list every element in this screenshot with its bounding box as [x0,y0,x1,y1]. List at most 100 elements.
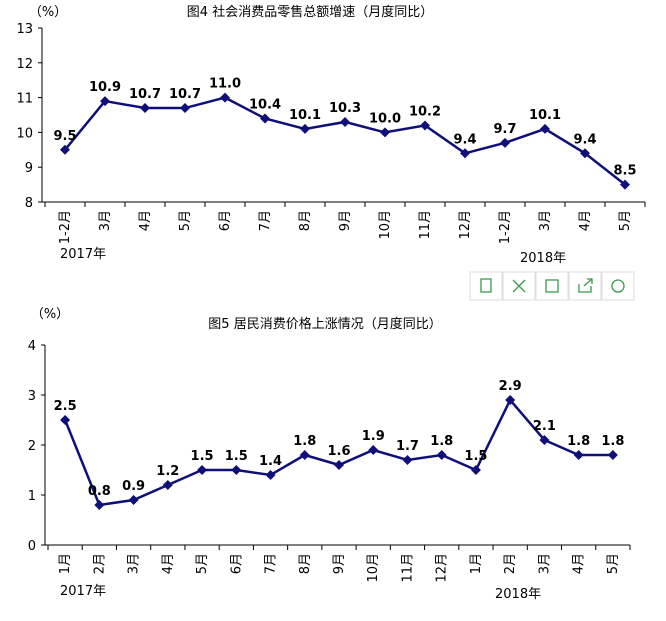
value-label: 0.9 [122,479,145,494]
value-label: 10.2 [409,104,441,119]
icon [480,278,492,293]
y-tick-label: 3 [28,389,36,404]
x-tick-label: 5月 [178,210,193,231]
marker [340,116,350,127]
x-tick-label: 11月 [400,553,415,583]
y-axis-label: （%） [29,5,67,20]
value-label: 1.5 [191,449,214,464]
value-label: 10.9 [89,80,121,95]
marker [300,123,310,134]
x-tick-label: 1月 [469,553,484,574]
marker [620,179,630,190]
marker [60,144,70,155]
y-axis-label: （%） [31,307,69,322]
value-label: 1.8 [567,434,590,449]
marker [420,120,430,131]
marker [100,96,110,107]
marker [436,450,447,460]
marker [573,450,584,460]
marker [128,495,139,505]
year-label: 2017年 [60,247,106,262]
x-tick-label: 3月 [537,553,552,574]
x-tick-label: 5月 [618,210,633,231]
x-tick-label: 2月 [503,553,518,574]
icon [512,279,526,293]
marker [220,92,230,103]
marker [368,445,379,455]
y-tick-label: 4 [28,339,36,354]
value-label: 1.9 [362,429,385,444]
value-label: 1.8 [430,434,453,449]
value-label: 1.6 [327,444,350,459]
x-tick-label: 3月 [127,553,142,574]
x-tick-label: 7月 [258,210,273,231]
x-tick-label: 7月 [264,553,279,574]
y-tick-label: 1 [28,489,36,504]
marker [260,113,270,124]
button[interactable] [535,271,569,301]
x-tick-label: 1月 [58,553,73,574]
x-tick-label: 5月 [606,553,621,574]
button[interactable] [502,271,536,301]
x-tick-label: 4月 [161,553,176,574]
button[interactable] [469,271,503,301]
marker [231,465,242,475]
x-tick-label: 3月 [538,210,553,231]
x-tick-label: 5月 [195,553,210,574]
value-label: 10.7 [169,87,201,102]
value-label: 9.5 [53,129,76,144]
x-tick-label: 8月 [298,553,313,574]
marker [197,465,208,475]
marker [60,415,71,425]
y-tick-label: 8 [25,196,33,211]
marker [94,500,105,510]
y-tick-label: 2 [28,439,36,454]
value-label: 1.7 [396,439,419,454]
x-tick-label: 12月 [458,210,473,240]
x-tick-label: 10月 [378,210,393,240]
button[interactable] [568,271,602,301]
year-label: 2017年 [60,584,106,599]
marker [180,103,190,114]
value-label: 2.9 [499,379,522,394]
marker [540,123,550,134]
marker [580,148,590,159]
chart-title: 图4 社会消费品零售总额增速（月度同比） [187,4,433,20]
value-label: 10.3 [329,101,361,116]
value-label: 0.8 [88,484,111,499]
x-tick-label: 6月 [229,553,244,574]
y-tick-label: 11 [16,92,33,107]
marker [500,137,510,148]
marker [265,470,276,480]
y-tick-label: 12 [16,57,33,72]
marker [460,148,470,159]
marker [380,127,390,138]
value-label: 1.8 [601,434,624,449]
value-label: 11.0 [209,77,241,92]
value-label: 10.1 [529,108,561,123]
value-label: 1.5 [225,449,248,464]
x-tick-label: 10月 [366,553,381,583]
value-label: 1.2 [156,464,179,479]
x-tick-label: 3月 [98,210,113,231]
chart-title: 图5 居民消费价格上涨情况（月度同比） [208,316,441,332]
x-tick-label: 1-2月 [498,210,513,244]
year-label: 2018年 [520,251,566,266]
x-tick-label: 2月 [92,553,107,574]
y-tick-label: 0 [28,539,36,554]
value-label: 10.4 [249,97,281,112]
value-label: 1.4 [259,454,282,469]
value-label: 9.4 [453,132,476,147]
year-label: 2018年 [495,587,541,602]
x-tick-label: 1-2月 [58,210,73,244]
marker [162,480,173,490]
marker [140,103,150,114]
value-label: 10.1 [289,108,321,123]
y-tick-label: 13 [16,22,33,37]
value-label: 1.8 [293,434,316,449]
marker [470,465,481,475]
x-tick-label: 8月 [298,210,313,231]
icon [578,278,593,293]
button[interactable] [601,271,635,301]
